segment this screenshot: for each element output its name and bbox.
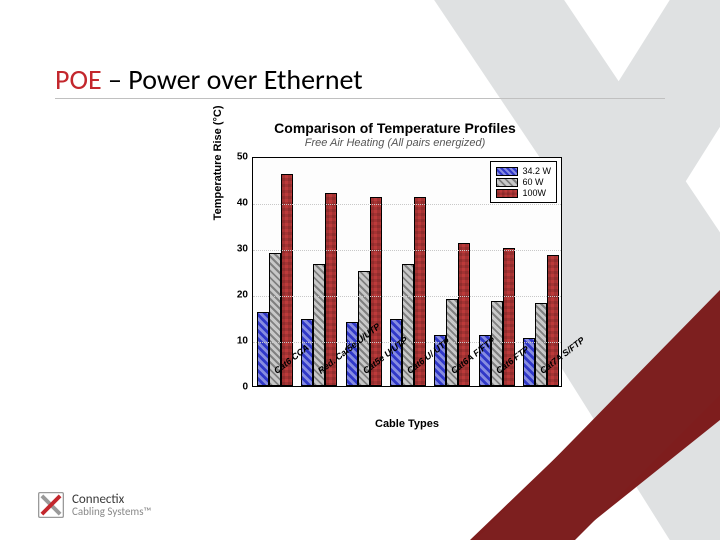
legend-item: 60 W <box>496 177 551 187</box>
legend-item: 34.2 W <box>496 166 551 176</box>
legend-label: 60 W <box>522 177 543 187</box>
grid-line <box>253 296 561 297</box>
y-tick-label: 10 <box>224 336 248 347</box>
brand-tagline: Cabling Systems™ <box>72 506 151 517</box>
chart-subtitle: Free Air Heating (All pairs energized) <box>210 137 580 149</box>
title-main: Power over Ethernet <box>128 62 362 97</box>
x-tick-label: Cat6A F/FTP <box>449 368 455 376</box>
legend: 34.2 W 60 W 100W <box>490 161 557 203</box>
x-tick-label: Cat6 CCA <box>272 368 278 376</box>
logo-text: Connectix Cabling Systems™ <box>72 493 151 517</box>
x-tick-label: Cat6 FTP <box>494 368 500 376</box>
x-axis-label: Cable Types <box>252 418 562 430</box>
slide: POE – Power over Ethernet Comparison of … <box>0 0 720 540</box>
grid-line <box>253 204 561 205</box>
x-tick-label: Red. Cat5e U/UTP <box>316 368 322 376</box>
title-dash: – <box>108 62 128 97</box>
legend-swatch-gray <box>496 178 518 187</box>
y-tick-label: 50 <box>224 152 248 163</box>
x-tick-labels: Cat6 CCA Red. Cat5e U/UTP Cat5e U/UTP Cat6 … <box>252 362 562 422</box>
grid-line <box>253 250 561 251</box>
legend-swatch-red <box>496 189 518 198</box>
x-tick-label: Cat5e U/UTP <box>361 368 367 376</box>
x-tick-label: Cat7A S/FTP <box>538 368 544 376</box>
legend-swatch-blue <box>496 167 518 176</box>
legend-label: 34.2 W <box>522 166 551 176</box>
slide-title: POE – Power over Ethernet <box>55 62 363 97</box>
y-tick-label: 40 <box>224 198 248 209</box>
logo-icon <box>38 492 64 518</box>
title-prefix: POE <box>55 62 108 97</box>
legend-label: 100W <box>522 188 546 198</box>
y-tick-label: 30 <box>224 244 248 255</box>
legend-item: 100W <box>496 188 551 198</box>
y-tick-label: 20 <box>224 290 248 301</box>
y-tick-label: 0 <box>224 382 248 393</box>
title-underline <box>55 98 665 99</box>
x-tick-label: Cat6 U/ UTP <box>405 368 411 376</box>
brand-logo: Connectix Cabling Systems™ <box>38 492 151 518</box>
chart-container: Comparison of Temperature Profiles Free … <box>210 120 580 465</box>
chart-title: Comparison of Temperature Profiles <box>210 120 580 136</box>
y-axis-label: Temperature Rise (°C) <box>212 105 224 220</box>
